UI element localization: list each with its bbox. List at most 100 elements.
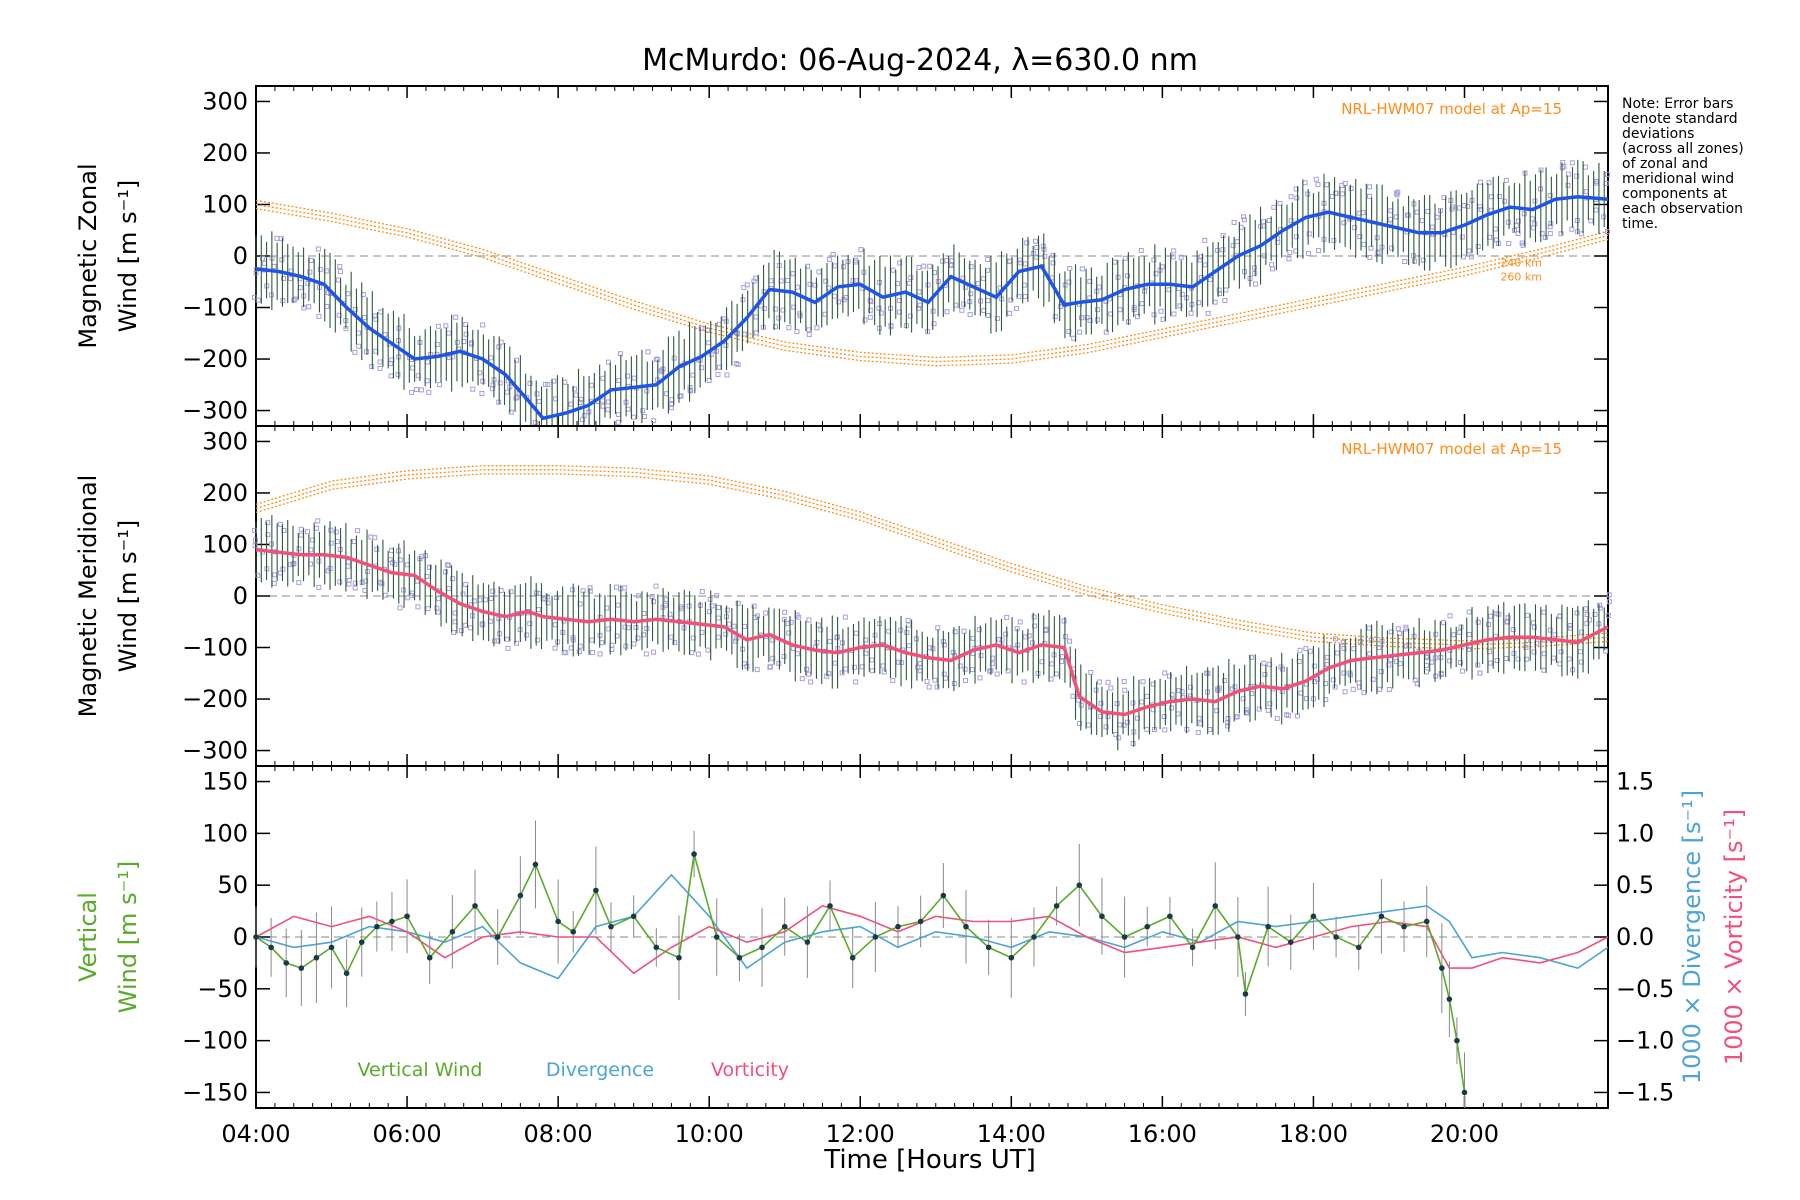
vertical-wind-point: [1121, 934, 1128, 940]
vorticity-line: [255, 905, 1609, 975]
zone-point: [1171, 311, 1177, 317]
zone-point: [334, 539, 340, 545]
zone-point: [1160, 316, 1166, 322]
zone-point: [915, 664, 921, 670]
zone-point: [377, 365, 383, 371]
meridional-wind-panel: −300 −200 −100 0 100 200 300 Magnetic Meridiona…: [74, 425, 1612, 767]
zone-point: [806, 671, 812, 677]
zone-point: [1339, 191, 1345, 197]
vertical-wind-point: [736, 954, 743, 961]
zone-point: [1395, 626, 1401, 632]
zone-point: [1433, 631, 1439, 637]
zone-point: [708, 351, 714, 357]
zone-point: [446, 586, 452, 592]
vertical-wind-point: [781, 923, 788, 930]
zone-point: [1098, 713, 1104, 719]
x-tick-label: 16:00: [1128, 1120, 1197, 1148]
vertical-wind-point: [517, 892, 524, 899]
zone-point: [346, 577, 352, 583]
zone-point: [1139, 699, 1145, 705]
zone-point: [808, 679, 814, 685]
zone-point: [1121, 722, 1127, 728]
zone-point: [1066, 638, 1072, 644]
vertical-wind-point: [608, 923, 614, 930]
zone-point: [1207, 726, 1213, 732]
vertical-wind-point: [472, 903, 478, 909]
zone-point: [1524, 612, 1530, 618]
zone-point: [1515, 218, 1521, 224]
zone-point: [1098, 700, 1104, 706]
zone-point: [1108, 685, 1114, 691]
zone-point: [832, 263, 838, 269]
zone-point: [1367, 193, 1373, 199]
zone-point: [570, 587, 576, 593]
zone-point: [297, 285, 303, 291]
zone-point: [1486, 180, 1492, 186]
zone-point: [336, 312, 342, 318]
zone-point: [1216, 287, 1222, 293]
zone-point: [1606, 592, 1612, 598]
zone-point: [1582, 164, 1588, 170]
y-tick-label: −200: [182, 345, 248, 373]
zone-point: [1059, 654, 1065, 660]
zone-point: [1523, 656, 1529, 662]
zone-point: [962, 666, 968, 672]
vertical-wind-point: [1446, 996, 1453, 1002]
zone-point: [1171, 248, 1177, 254]
zone-point: [985, 256, 991, 262]
zone-point: [832, 293, 838, 299]
vertical-wind-point: [1439, 965, 1445, 971]
zone-point: [355, 528, 361, 534]
zone-point: [1424, 655, 1430, 661]
zone-point: [1513, 223, 1519, 229]
zone-point: [435, 323, 441, 329]
zone-point: [807, 281, 813, 287]
zone-point: [742, 623, 748, 629]
zone-point: [1341, 670, 1347, 676]
zone-point: [1403, 624, 1409, 630]
zone-point: [315, 518, 321, 524]
zone-point: [446, 330, 452, 336]
vertical-wind-point: [1053, 903, 1060, 909]
zone-point: [786, 630, 792, 636]
zone-point: [1043, 626, 1049, 632]
zone-point: [1112, 259, 1118, 265]
zone-point: [1130, 700, 1136, 706]
model-altitude-label: 260 km: [1500, 270, 1542, 283]
zone-point: [1592, 611, 1598, 617]
zone-point: [1198, 254, 1204, 260]
zone-point: [1253, 281, 1259, 287]
zone-point: [735, 600, 741, 606]
zone-point: [597, 651, 603, 657]
zone-point: [959, 307, 965, 313]
zone-point: [836, 299, 842, 305]
zone-point: [797, 311, 803, 317]
zone-point: [1006, 259, 1012, 265]
zone-point: [480, 622, 486, 628]
zone-point: [1361, 690, 1367, 696]
zone-point: [554, 595, 560, 601]
zone-point: [935, 625, 941, 631]
zone-point: [426, 389, 432, 395]
zone-point: [337, 579, 343, 585]
zone-point: [1579, 629, 1585, 635]
zone-point: [1438, 671, 1444, 677]
zone-point: [782, 609, 788, 615]
y-tick-label: −300: [182, 397, 248, 425]
vertical-wind-point: [1265, 923, 1271, 930]
zone-point: [1311, 663, 1317, 669]
zone-point: [1475, 619, 1481, 625]
zone-point: [1293, 186, 1299, 192]
zone-point: [397, 605, 403, 611]
zone-point: [573, 392, 579, 398]
zone-point: [1252, 271, 1258, 277]
zone-point: [298, 526, 304, 532]
zone-point: [279, 257, 285, 263]
zone-point: [271, 263, 277, 269]
zone-point: [1574, 173, 1580, 179]
zone-point: [372, 535, 378, 541]
zone-point: [351, 539, 357, 545]
zone-point: [1222, 297, 1228, 303]
zone-point: [589, 382, 595, 388]
vertical-wind-point: [653, 944, 660, 951]
